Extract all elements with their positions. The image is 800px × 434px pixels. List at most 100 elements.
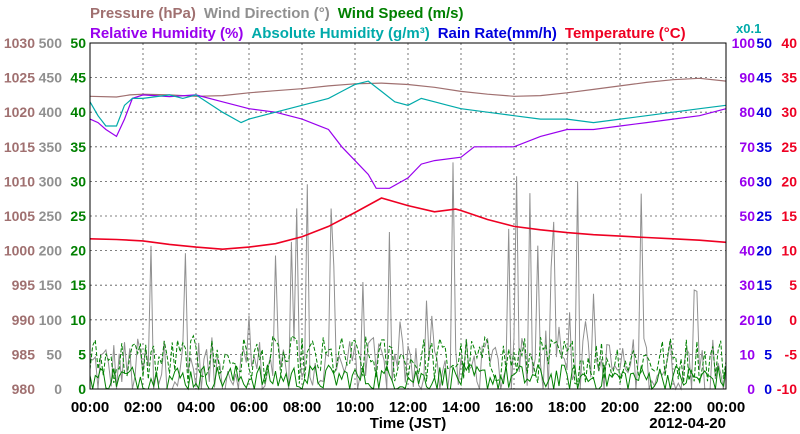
x-tick-label: 22:00 [654,399,692,416]
tick-label-wind-direction: 400 [39,104,63,120]
x-axis: 00:00 02:00 04:00 06:00 08:00 10:00 12:00 14:00… [71,399,745,416]
x-tick-label: 02:00 [124,399,162,416]
tick-label-wind-direction: 50 [46,346,62,362]
legend-entry: Pressure (hPa) [90,5,196,22]
tick-label-rain-rate: 15 [756,277,772,293]
tick-label-humidity: 70 [739,139,755,155]
tick-label-wind-direction: 300 [39,173,63,189]
x-tick-label: 18:00 [548,399,586,416]
tick-label-wind-speed: 20 [70,243,86,259]
tick-label-wind-speed: 30 [70,173,86,189]
tick-label-humidity: 50 [739,208,755,224]
x-tick-label: 06:00 [230,399,268,416]
tick-label-humidity: 0 [747,381,755,397]
tick-label-rain-rate: 40 [756,104,772,120]
series-line [89,162,727,391]
tick-label-pressure: 985 [12,346,36,362]
tick-label-wind-direction: 450 [39,70,63,86]
tick-label-wind-direction: 0 [54,381,62,397]
tick-label-pressure: 1000 [4,243,35,259]
tick-label-wind-speed: 35 [70,139,86,155]
tick-label-pressure: 980 [12,381,36,397]
chart-title-row-2: Relative Humidity (%) Absolute Humidity (… [90,25,686,42]
tick-label-wind-direction: 200 [39,243,63,259]
chart-title-row-1: Pressure (hPa) Wind Direction (°) Wind Spe… [90,5,463,22]
tick-label-wind-speed: 0 [78,381,86,397]
tick-label-wind-speed: 10 [70,312,86,328]
tick-label-wind-speed: 50 [70,35,86,51]
tick-label-rain-rate: 45 [756,70,772,86]
plot-frame [89,42,727,390]
right-axes: 0102030405060708090100051015202530354045… [732,35,798,397]
tick-label-pressure: 1005 [4,208,35,224]
tick-label-pressure: 1020 [4,104,35,120]
tick-label-humidity: 10 [739,346,755,362]
series-line [89,334,727,385]
tick-label-temperature: 20 [781,173,797,189]
tick-label-wind-speed: 25 [70,208,86,224]
tick-label-wind-direction: 250 [39,208,63,224]
rain-scale-note: x0.1 [736,21,761,36]
tick-label-wind-speed: 15 [70,277,86,293]
tick-label-rain-rate: 0 [764,381,772,397]
x-tick-label: 16:00 [495,399,533,416]
chart-date: 2012-04-20 [649,415,726,432]
tick-label-rain-rate: 50 [756,35,772,51]
tick-label-humidity: 90 [739,70,755,86]
tick-label-pressure: 1025 [4,70,35,86]
tick-label-wind-direction: 150 [39,277,63,293]
legend-entry: Absolute Humidity (g/m³) [251,25,429,42]
tick-label-rain-rate: 5 [764,346,772,362]
tick-label-pressure: 1030 [4,35,35,51]
tick-label-temperature: 10 [781,243,797,259]
grid-lines [90,43,726,389]
left-axes: 9809859909951000100510101015102010251030… [4,35,86,397]
tick-label-temperature: 35 [781,70,797,86]
x-tick-label: 12:00 [389,399,427,416]
x-tick-label: 08:00 [283,399,321,416]
tick-label-humidity: 100 [732,35,756,51]
tick-label-rain-rate: 20 [756,243,772,259]
tick-label-wind-speed: 5 [78,346,86,362]
series-line [89,94,727,189]
series-line [89,80,727,127]
x-tick-label: 20:00 [601,399,639,416]
tick-label-wind-direction: 100 [39,312,63,328]
x-tick-label: 00:00 [71,399,109,416]
tick-label-rain-rate: 35 [756,139,772,155]
tick-label-humidity: 20 [739,312,755,328]
tick-label-temperature: 40 [781,35,797,51]
tick-label-temperature: 5 [789,277,797,293]
series-line [89,197,727,251]
tick-label-rain-rate: 10 [756,312,772,328]
x-axis-label: Time (JST) [370,415,446,432]
tick-label-rain-rate: 30 [756,173,772,189]
legend-entry: Relative Humidity (%) [90,25,243,42]
tick-label-rain-rate: 25 [756,208,772,224]
tick-label-temperature: 15 [781,208,797,224]
tick-label-humidity: 80 [739,104,755,120]
tick-label-wind-speed: 40 [70,104,86,120]
legend-entry: Wind Direction (°) [204,5,330,22]
legend-entry: Wind Speed (m/s) [338,5,464,22]
x-tick-label: 10:00 [336,399,374,416]
tick-label-temperature: -10 [777,381,797,397]
tick-label-humidity: 60 [739,173,755,189]
series-line [89,362,727,391]
tick-label-pressure: 1015 [4,139,35,155]
tick-label-pressure: 990 [12,312,36,328]
tick-label-temperature: 30 [781,104,797,120]
tick-label-humidity: 30 [739,277,755,293]
tick-label-humidity: 40 [739,243,755,259]
tick-label-pressure: 1010 [4,173,35,189]
tick-label-temperature: -5 [785,346,798,362]
chart-title: Pressure (hPa) Wind Direction (°) Wind Spe… [90,5,761,42]
legend-entry: Temperature (°C) [565,25,686,42]
series-layer [89,77,727,391]
tick-label-wind-direction: 500 [39,35,63,51]
legend-entry: Rain Rate(mm/h) [438,25,557,42]
x-tick-label: 04:00 [177,399,215,416]
x-tick-label: 00:00 [707,399,745,416]
tick-label-wind-speed: 45 [70,70,86,86]
